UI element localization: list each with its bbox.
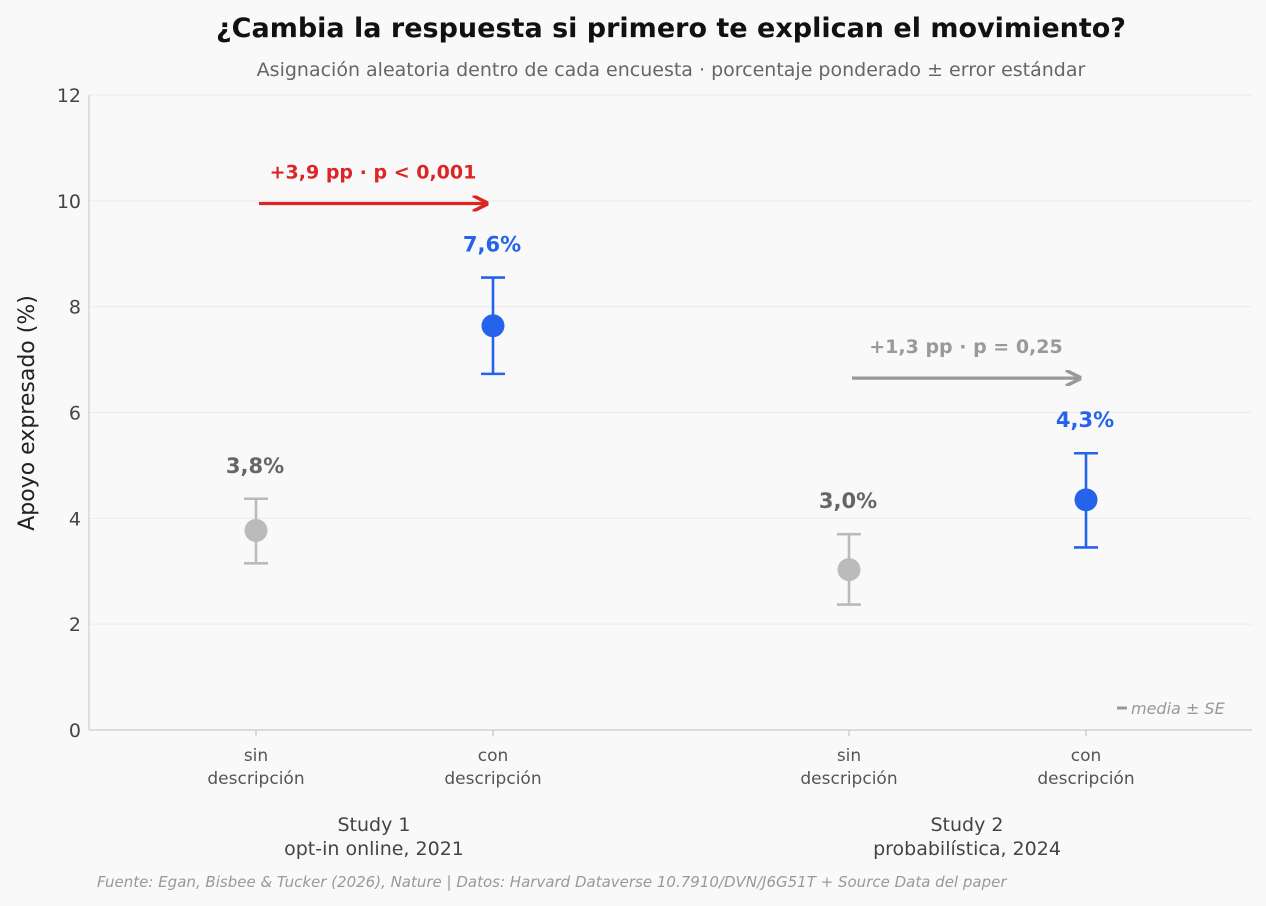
source-note: Fuente: Egan, Bisbee & Tucker (2026), Na…	[97, 873, 1007, 891]
x-tick-label: sin	[244, 746, 268, 766]
data-label: 7,6%	[463, 233, 521, 257]
effect-annotation: +3,9 pp · p < 0,001	[270, 161, 477, 183]
x-tick-label: sin	[837, 746, 861, 766]
y-tick-label: 2	[69, 614, 81, 636]
study-label: Study 1	[338, 814, 411, 836]
y-tick-label: 0	[69, 720, 81, 742]
legend-label: media ± SE	[1131, 699, 1226, 718]
x-tick-label: descripción	[1037, 769, 1134, 789]
study-label: probabilística, 2024	[873, 838, 1061, 860]
chart-title: ¿Cambia la respuesta si primero te expli…	[216, 13, 1126, 44]
x-tick-label: descripción	[207, 769, 304, 789]
effect-annotation: +1,3 pp · p = 0,25	[869, 336, 1062, 358]
data-point	[481, 314, 505, 338]
data-label: 3,8%	[226, 454, 284, 478]
data-label: 3,0%	[819, 489, 877, 513]
x-tick-label: con	[1071, 746, 1102, 766]
data-point	[1074, 488, 1098, 512]
data-point	[244, 519, 268, 543]
data-label: 4,3%	[1056, 408, 1114, 432]
y-tick-label: 6	[69, 403, 81, 425]
x-tick-label: con	[478, 746, 509, 766]
x-tick-label: descripción	[800, 769, 897, 789]
study-label: opt-in online, 2021	[284, 838, 464, 860]
data-marks: 3,8% 7,6% +3,9 pp · p < 0,001 3,0% 4,3% +1,3 …	[226, 161, 1114, 606]
axes: 0 2 4 6 8 10 12 sin descripción con descripción Stu…	[57, 85, 1252, 860]
grid	[89, 94, 1252, 731]
data-point	[837, 558, 861, 582]
chart-subtitle: Asignación aleatoria dentro de cada encu…	[257, 59, 1086, 81]
x-tick-label: descripción	[444, 769, 541, 789]
y-tick-label: 12	[57, 85, 81, 107]
y-tick-label: 10	[57, 191, 81, 213]
legend: media ± SE	[1117, 699, 1226, 718]
y-axis-label: Apoyo expresado (%)	[15, 295, 40, 531]
study-label: Study 2	[931, 814, 1004, 836]
y-tick-label: 8	[69, 297, 81, 319]
y-tick-label: 4	[69, 508, 81, 530]
